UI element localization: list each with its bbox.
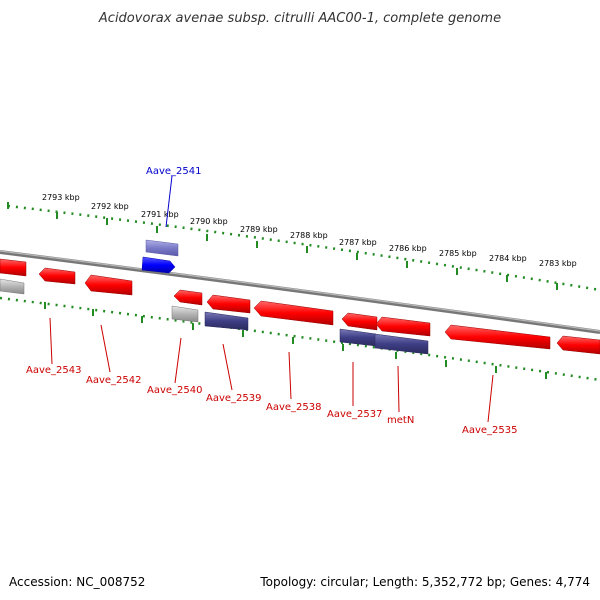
tick-label: 2789 kbp — [240, 225, 278, 234]
gene-aave-2535[interactable] — [444, 324, 551, 350]
gene-label-aave-2541[interactable]: Aave_2541 — [146, 166, 202, 177]
map-title: Acidovorax avenae subsp. citrulli AAC00-… — [98, 11, 501, 26]
gene-aave-2538[interactable] — [253, 300, 334, 326]
tick-label: 2790 kbp — [190, 217, 228, 226]
tick-label: 2787 kbp — [339, 238, 377, 247]
gene-metn[interactable] — [374, 333, 429, 355]
gene-label-aave-2538[interactable]: Aave_2538 — [266, 402, 322, 413]
upper-ruler — [7, 204, 600, 292]
tick-label: 2791 kbp — [141, 210, 179, 219]
gene-aave-2542[interactable] — [84, 274, 133, 296]
tick-label: 2786 kbp — [389, 244, 427, 253]
tick-label: 2788 kbp — [290, 231, 328, 240]
gene-label-aave-2540[interactable]: Aave_2540 — [147, 385, 203, 396]
gene-aave-2540[interactable] — [173, 289, 203, 306]
gene-aave-2537-red[interactable] — [341, 312, 378, 331]
gene-left-edge[interactable] — [0, 258, 27, 277]
label-leaders — [49, 175, 494, 423]
gene-aave-2539-navy[interactable] — [204, 311, 249, 331]
ruler-tick-labels: 2793 kbp 2792 kbp 2791 kbp 2790 kbp 2789… — [42, 193, 577, 268]
gene-label-aave-2543[interactable]: Aave_2543 — [26, 365, 82, 376]
gene-aave-2537[interactable] — [339, 328, 377, 347]
lower-ruler-ticks — [44, 302, 547, 379]
upper-ruler-ticks — [7, 202, 558, 290]
accession-text: Accession: NC_008752 — [9, 575, 145, 589]
gene-right-edge[interactable] — [556, 335, 600, 355]
genome-summary-text: Topology: circular; Length: 5,352,772 bp… — [259, 575, 590, 589]
gene-left-edge-gray[interactable] — [0, 278, 25, 295]
gene-aave-2541[interactable] — [141, 256, 176, 274]
tick-label: 2783 kbp — [539, 259, 577, 268]
tick-label: 2792 kbp — [91, 202, 129, 211]
gene-aave-2540-gray[interactable] — [171, 305, 199, 323]
gene-label-aave-2535[interactable]: Aave_2535 — [462, 425, 518, 436]
gene-label-metn[interactable]: metN — [387, 415, 414, 426]
gene-label-aave-2537[interactable]: Aave_2537 — [327, 409, 383, 420]
gene-metn-red[interactable] — [375, 316, 431, 337]
lower-ruler — [0, 296, 600, 382]
gene-aave-2543[interactable] — [38, 267, 76, 285]
genome-backbone-highlight — [0, 250, 600, 332]
tick-label: 2785 kbp — [439, 249, 477, 258]
gene-label-aave-2542[interactable]: Aave_2542 — [86, 375, 142, 386]
genome-backbone — [0, 250, 600, 334]
gene-label-aave-2539[interactable]: Aave_2539 — [206, 393, 262, 404]
tick-label: 2784 kbp — [489, 254, 527, 263]
tick-label: 2793 kbp — [42, 193, 80, 202]
gene-aave-2541-lavender[interactable] — [145, 239, 179, 257]
gene-aave-2539[interactable] — [206, 294, 251, 314]
